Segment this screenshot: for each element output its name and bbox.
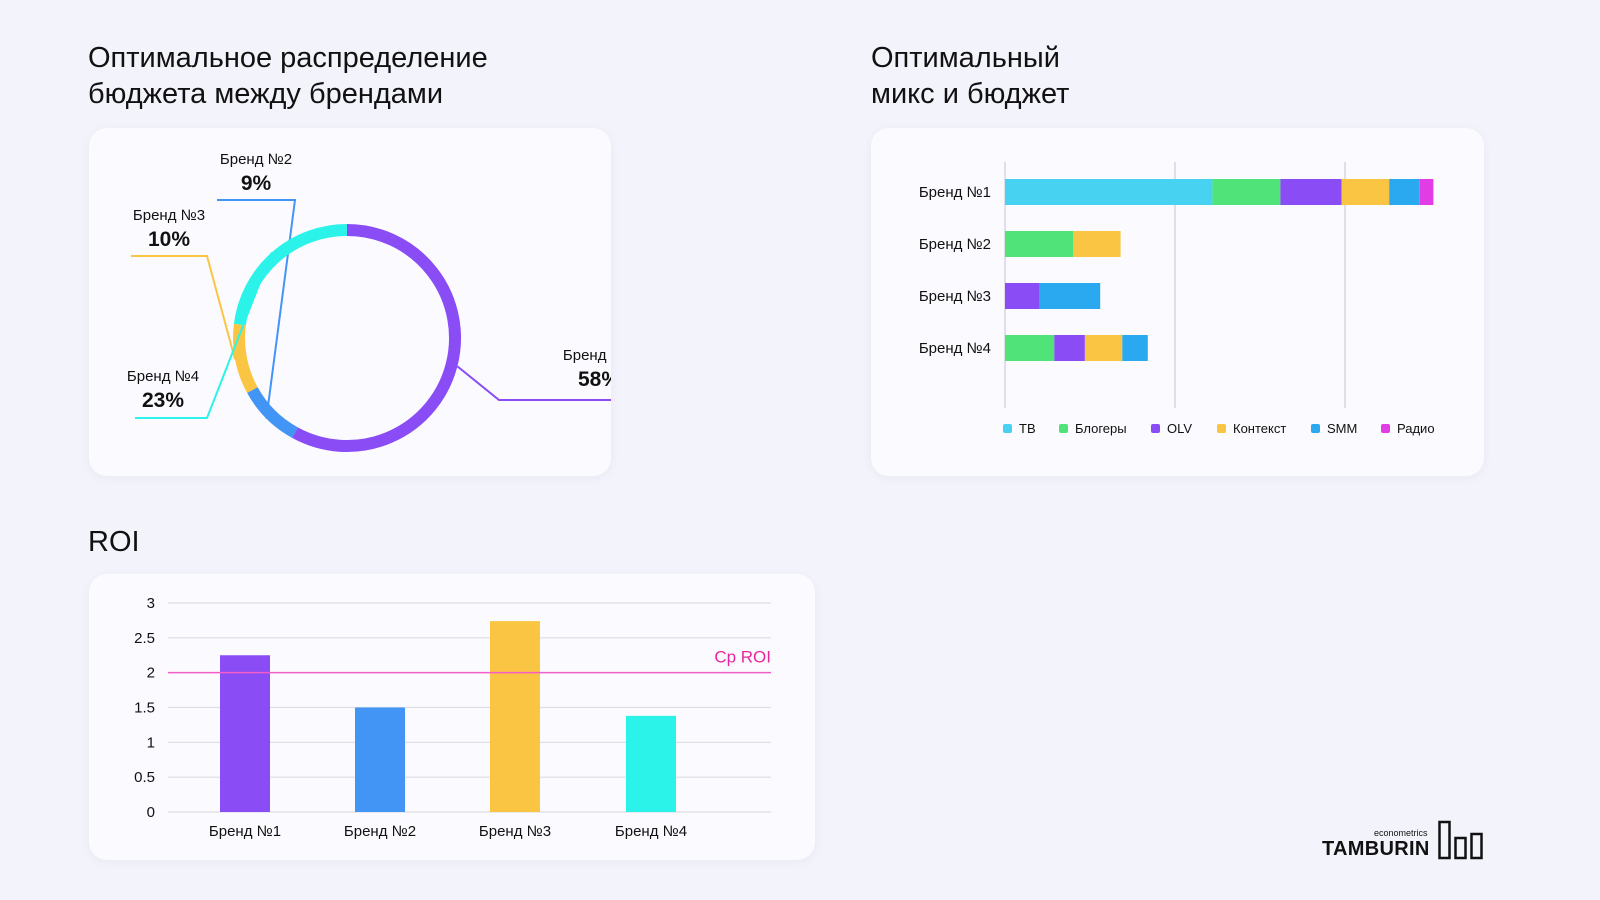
mix-bar-бренд-2-блогеры: [1005, 231, 1073, 257]
mix-bar-бренд-4-smm: [1122, 335, 1148, 361]
donut-slice-бренд-1: [292, 224, 461, 452]
mix-legend-marker-контекст: [1217, 424, 1226, 433]
mix-title: Оптимальный микс и бюджет: [871, 42, 1070, 110]
donut-label-бренд-2: Бренд №2: [220, 151, 292, 168]
roi-ytick-label: 2: [147, 665, 155, 682]
mix-legend-marker-тв: [1003, 424, 1012, 433]
donut-leader-бренд-1: [456, 365, 639, 401]
roi-title: ROI: [88, 526, 140, 558]
logo-bars-icon: [1438, 820, 1483, 860]
mix-category-label: Бренд №4: [919, 340, 991, 357]
mix-bar-бренд-1-контекст: [1341, 179, 1390, 205]
mix-legend-label-контекст: Контекст: [1233, 421, 1286, 436]
mix-card: Бренд №1 Бренд №2 Бренд №3 Бренд №4 ТВ Блогер…: [871, 128, 1484, 476]
donut-leader-бренд-4: [135, 252, 273, 419]
roi-ytick-label: 1.5: [134, 700, 155, 717]
roi-xtick-label: Бренд №4: [615, 823, 687, 840]
mix-bar-бренд-1-olv: [1280, 179, 1342, 205]
mix-legend-label-блогеры: Блогеры: [1075, 421, 1127, 436]
roi-xtick-label: Бренд №2: [344, 823, 416, 840]
mix-legend-marker-блогеры: [1059, 424, 1068, 433]
mix-category-label: Бренд №1: [919, 184, 991, 201]
donut-slice-бренд-4: [233, 224, 348, 326]
mix-legend-marker-радио: [1381, 424, 1390, 433]
donut-slice-бренд-2: [247, 387, 298, 438]
mix-bar-бренд-1-smm: [1389, 179, 1420, 205]
donut-value-бренд-2: 9%: [241, 172, 272, 195]
mix-legend-marker-olv: [1151, 424, 1160, 433]
logo-subtitle: econometrics: [1374, 828, 1428, 838]
donut-chart: Бренд №1 58% Бренд №2 9% Бренд №3 10% Бренд №4…: [127, 151, 639, 452]
roi-chart: 0 0.5 1 1.5 2 2.5 3 Бренд №1 Бренд №2 Бренд №3 Бре…: [134, 595, 771, 840]
donut-label-бренд-1: Бренд №1: [563, 347, 611, 364]
donut-slice-бренд-3: [233, 323, 258, 393]
donut-leader-бренд-3: [131, 255, 236, 360]
mix-bar-бренд-1-блогеры: [1212, 179, 1281, 205]
roi-card: 0 0.5 1 1.5 2 2.5 3 Бренд №1 Бренд №2 Бренд №3 Бре…: [89, 574, 815, 860]
donut-value-бренд-4: 23%: [142, 389, 184, 412]
mix-legend-label-olv: OLV: [1167, 421, 1192, 436]
mix-legend-label-smm: SMM: [1327, 421, 1357, 436]
mix-chart: Бренд №1 Бренд №2 Бренд №3 Бренд №4 ТВ Блогер…: [919, 162, 1435, 436]
roi-average-label: Ср ROI: [714, 648, 771, 667]
mix-bar-бренд-1-радио: [1419, 179, 1434, 205]
roi-ytick-label: 1: [147, 734, 155, 751]
roi-ytick-label: 0.5: [134, 769, 155, 786]
donut-value-бренд-1: 58%: [578, 368, 611, 391]
logo-wordmark: TAMBURIN: [1322, 838, 1430, 860]
roi-xtick-label: Бренд №1: [209, 823, 281, 840]
roi-xtick-label: Бренд №3: [479, 823, 551, 840]
mix-bar-бренд-2-контекст: [1073, 231, 1121, 257]
tamburin-logo: econometrics TAMBURIN: [1322, 818, 1483, 870]
mix-category-label: Бренд №3: [919, 288, 991, 305]
roi-bar-бренд-2: [355, 707, 405, 812]
roi-ytick-label: 2.5: [134, 630, 155, 647]
donut-leader-бренд-2: [217, 199, 297, 419]
donut-value-бренд-3: 10%: [148, 228, 190, 251]
roi-ytick-label: 0: [147, 804, 155, 821]
donut-label-бренд-3: Бренд №3: [133, 207, 205, 224]
mix-legend-label-тв: ТВ: [1019, 421, 1036, 436]
roi-ytick-label: 3: [147, 595, 155, 612]
mix-bar-бренд-3-smm: [1039, 283, 1101, 309]
mix-bar-бренд-4-блогеры: [1005, 335, 1055, 361]
mix-category-label: Бренд №2: [919, 236, 991, 253]
mix-bar-бренд-1-тв: [1005, 179, 1213, 205]
mix-bar-бренд-4-контекст: [1084, 335, 1123, 361]
donut-title: Оптимальное распределение бюджета между …: [88, 42, 488, 110]
roi-bar-бренд-4: [626, 715, 676, 812]
mix-bar-бренд-3-olv: [1005, 283, 1039, 309]
roi-bar-бренд-3: [490, 621, 540, 812]
donut-label-бренд-4: Бренд №4: [127, 368, 199, 385]
mix-legend-label-радио: Радио: [1397, 421, 1435, 436]
roi-bar-бренд-1: [220, 655, 270, 812]
donut-card: Бренд №1 58% Бренд №2 9% Бренд №3 10% Бренд №4…: [89, 128, 639, 476]
mix-bar-бренд-4-olv: [1054, 335, 1085, 361]
mix-legend-marker-smm: [1311, 424, 1320, 433]
